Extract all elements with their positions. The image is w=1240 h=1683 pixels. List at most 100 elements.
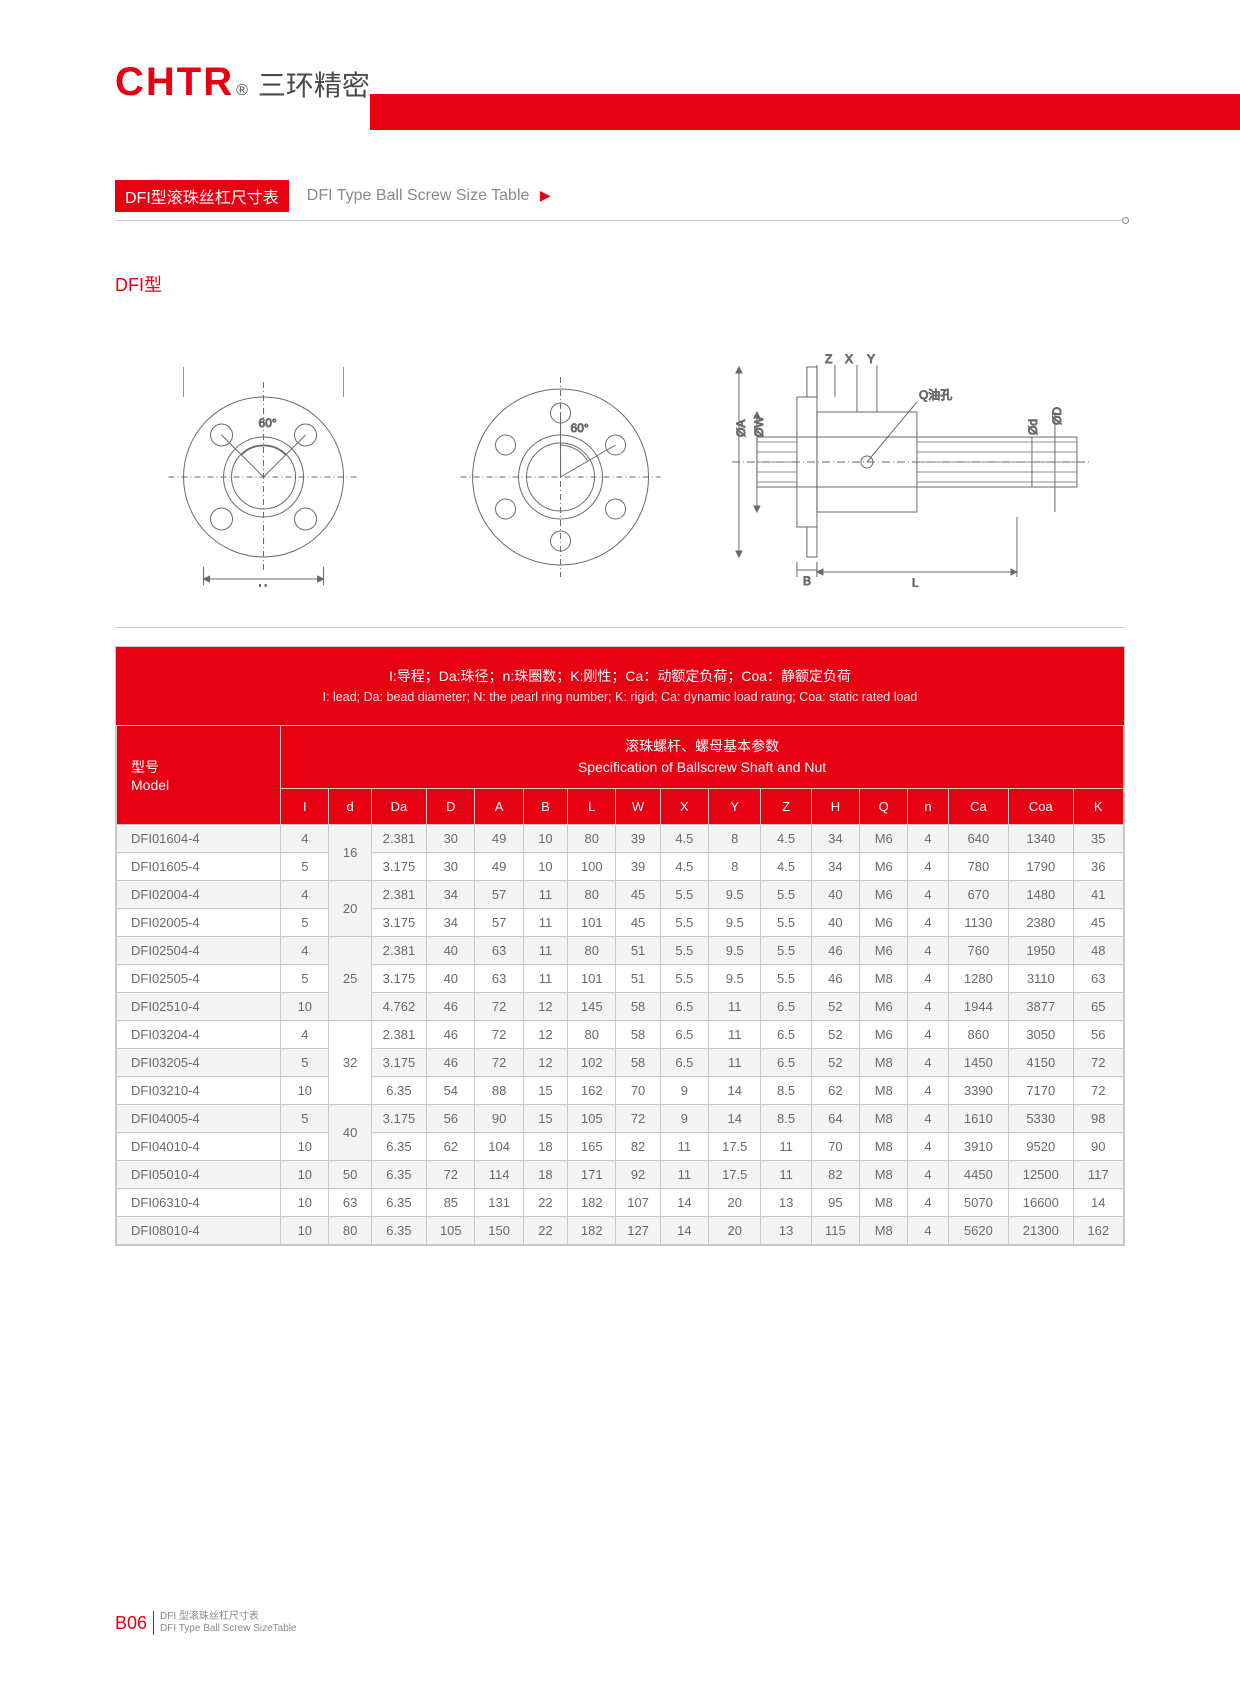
cell: 12 bbox=[523, 993, 567, 1021]
cell: 4.5 bbox=[761, 825, 811, 853]
subtype-label: DFI型 bbox=[115, 271, 1125, 297]
cell: 13 bbox=[761, 1217, 811, 1245]
cell: 22 bbox=[523, 1217, 567, 1245]
cell: 3877 bbox=[1009, 993, 1073, 1021]
cell: 72 bbox=[427, 1161, 475, 1189]
cell: 12500 bbox=[1009, 1161, 1073, 1189]
cell: 11 bbox=[523, 937, 567, 965]
cell: 640 bbox=[948, 825, 1008, 853]
logo-reg: ® bbox=[236, 82, 248, 100]
cell: 54 bbox=[427, 1077, 475, 1105]
cell: 117 bbox=[1073, 1161, 1123, 1189]
section-title: DFI型滚珠丝杠尺寸表 DFI Type Ball Screw Size Tab… bbox=[115, 180, 1125, 212]
cell: 46 bbox=[427, 1021, 475, 1049]
cell: 46 bbox=[427, 993, 475, 1021]
cell: 34 bbox=[427, 909, 475, 937]
cell: 107 bbox=[616, 1189, 660, 1217]
table-row: DFI01605-4 53.175304910100394.584.534M64… bbox=[117, 853, 1124, 881]
cell: 4 bbox=[908, 1077, 948, 1105]
cell: 56 bbox=[1073, 1021, 1123, 1049]
diagram-flange-6hole: 60° bbox=[412, 327, 709, 587]
cell: 10 bbox=[281, 1161, 329, 1189]
cell: 16600 bbox=[1009, 1189, 1073, 1217]
cell: 51 bbox=[616, 965, 660, 993]
cell: 20 bbox=[709, 1217, 761, 1245]
cell: 1340 bbox=[1009, 825, 1073, 853]
cell-d: 40 bbox=[329, 1105, 371, 1161]
cell: 4 bbox=[908, 909, 948, 937]
cell: 1450 bbox=[948, 1049, 1008, 1077]
cell: 35 bbox=[1073, 825, 1123, 853]
cell: 6.5 bbox=[660, 993, 708, 1021]
cell: 70 bbox=[811, 1133, 859, 1161]
col-Coa: Coa bbox=[1009, 789, 1073, 825]
cell: M6 bbox=[860, 825, 908, 853]
cell: 105 bbox=[427, 1217, 475, 1245]
cell: 101 bbox=[568, 965, 616, 993]
cell: 92 bbox=[616, 1161, 660, 1189]
col-B: B bbox=[523, 789, 567, 825]
cell: 9 bbox=[660, 1105, 708, 1133]
cell: 6.5 bbox=[761, 1049, 811, 1077]
title-en-text: DFI Type Ball Screw Size Table bbox=[307, 187, 530, 204]
table-row: DFI05010-4 10506.357211418171921117.5118… bbox=[117, 1161, 1124, 1189]
cell: 760 bbox=[948, 937, 1008, 965]
cell: 4450 bbox=[948, 1161, 1008, 1189]
cell: 17.5 bbox=[709, 1161, 761, 1189]
cell: 1280 bbox=[948, 965, 1008, 993]
cell: 56 bbox=[427, 1105, 475, 1133]
cell: 3.175 bbox=[371, 909, 426, 937]
cell: 5.5 bbox=[660, 909, 708, 937]
cell: M8 bbox=[860, 1049, 908, 1077]
dim-w: ØW bbox=[752, 416, 766, 437]
cell-model: DFI03210-4 bbox=[117, 1077, 281, 1105]
dim-b: B bbox=[803, 574, 811, 587]
table-row: DFI02004-4 4202.38134571180455.59.55.540… bbox=[117, 881, 1124, 909]
cell: 4.5 bbox=[761, 853, 811, 881]
cell: 4 bbox=[908, 993, 948, 1021]
cell-d: 50 bbox=[329, 1161, 371, 1189]
col-X: X bbox=[660, 789, 708, 825]
cell: 1610 bbox=[948, 1105, 1008, 1133]
arrow-icon: ▶ bbox=[540, 187, 551, 203]
table-row: DFI03205-4 53.175467212102586.5116.552M8… bbox=[117, 1049, 1124, 1077]
cell-model: DFI01605-4 bbox=[117, 853, 281, 881]
dim-d-small: Ød bbox=[1026, 419, 1040, 435]
cell: 14 bbox=[709, 1105, 761, 1133]
cell: 101 bbox=[568, 909, 616, 937]
cell: 3.175 bbox=[371, 853, 426, 881]
cell-model: DFI08010-4 bbox=[117, 1217, 281, 1245]
cell: 780 bbox=[948, 853, 1008, 881]
cell: 11 bbox=[709, 1049, 761, 1077]
cell: 162 bbox=[568, 1077, 616, 1105]
cell: 11 bbox=[761, 1133, 811, 1161]
cell: 58 bbox=[616, 1049, 660, 1077]
cell: 11 bbox=[660, 1161, 708, 1189]
cell: 82 bbox=[811, 1161, 859, 1189]
footer-divider bbox=[153, 1611, 154, 1635]
cell-model: DFI06310-4 bbox=[117, 1189, 281, 1217]
cell: 80 bbox=[568, 825, 616, 853]
oil-label: Q油孔 bbox=[919, 388, 952, 402]
cell: 9.5 bbox=[709, 965, 761, 993]
cell-d: 80 bbox=[329, 1217, 371, 1245]
cell: 5.5 bbox=[660, 937, 708, 965]
cell: 45 bbox=[616, 881, 660, 909]
cell: 72 bbox=[616, 1105, 660, 1133]
cell: 11 bbox=[761, 1161, 811, 1189]
cell-d: 32 bbox=[329, 1021, 371, 1105]
cell: 5.5 bbox=[761, 937, 811, 965]
cell: 4150 bbox=[1009, 1049, 1073, 1077]
table-row: DFI02510-4 104.762467212145586.5116.552M… bbox=[117, 993, 1124, 1021]
cell: 127 bbox=[616, 1217, 660, 1245]
cell: 8 bbox=[709, 853, 761, 881]
cell: 5.5 bbox=[660, 965, 708, 993]
cell: 72 bbox=[475, 1021, 523, 1049]
cell: 36 bbox=[1073, 853, 1123, 881]
cell: 4 bbox=[908, 1161, 948, 1189]
cell: 3390 bbox=[948, 1077, 1008, 1105]
cell: 5.5 bbox=[761, 965, 811, 993]
col-d: d bbox=[329, 789, 371, 825]
cell: 30 bbox=[427, 825, 475, 853]
cell: 45 bbox=[616, 909, 660, 937]
